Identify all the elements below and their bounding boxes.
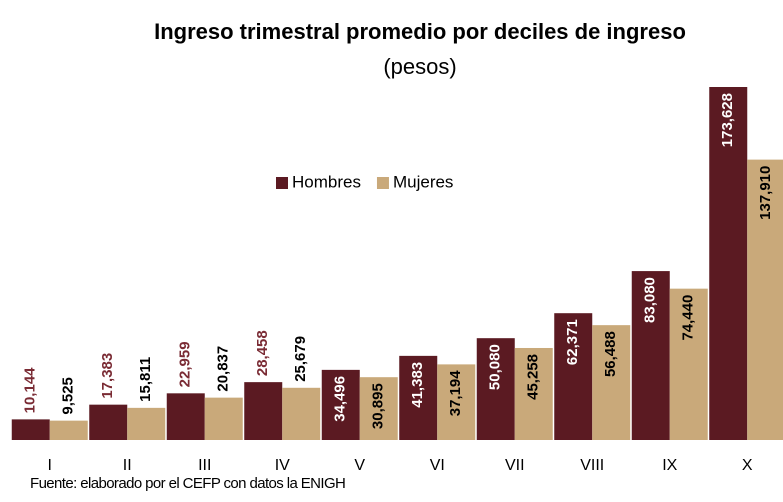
data-label: 25,679 [292, 336, 309, 382]
legend-label: Mujeres [393, 172, 453, 191]
x-tick-label: III [198, 457, 211, 474]
data-label: 83,080 [642, 277, 659, 323]
x-tick-label: VII [505, 457, 525, 474]
legend-label: Hombres [292, 172, 361, 191]
bar [554, 313, 593, 440]
data-label: 50,080 [487, 344, 504, 390]
bar [89, 404, 128, 440]
data-label: 22,959 [177, 341, 194, 387]
x-tick-label: X [742, 457, 753, 474]
x-tick-label: IX [662, 457, 677, 474]
data-label: 62,371 [564, 319, 581, 365]
legend-swatch [376, 177, 389, 189]
bar [11, 419, 50, 440]
data-label: 20,837 [215, 346, 232, 392]
x-tick-label: VIII [580, 457, 604, 474]
bar [282, 387, 321, 440]
bar [437, 364, 476, 440]
x-tick-label: II [123, 457, 132, 474]
data-label: 41,383 [409, 362, 426, 408]
bar [49, 420, 88, 440]
bar [321, 369, 360, 440]
source-note: Fuente: elaborado por el CEFP con datos … [30, 475, 345, 492]
data-label: 74,440 [680, 295, 697, 341]
data-label: 45,258 [525, 354, 542, 400]
data-label: 30,895 [370, 383, 387, 429]
data-label: 56,488 [602, 331, 619, 377]
chart-title: Ingreso trimestral promedio por deciles … [154, 19, 686, 44]
data-label: 28,458 [254, 330, 271, 376]
bar [127, 407, 166, 440]
bar [669, 288, 708, 440]
data-label: 34,496 [332, 376, 349, 422]
bar [166, 393, 205, 440]
bar [592, 325, 631, 440]
bar [359, 377, 398, 440]
bar [244, 382, 283, 440]
data-label: 137,910 [757, 166, 774, 220]
x-tick-label: V [354, 457, 365, 474]
legend-swatch [276, 177, 288, 189]
data-label: 15,811 [137, 357, 154, 402]
x-tick-label: I [48, 457, 52, 474]
data-label: 9,525 [60, 377, 77, 415]
data-label: 173,628 [719, 93, 736, 147]
x-tick-label: IV [275, 457, 290, 474]
bar [747, 159, 783, 441]
data-label: 17,383 [99, 353, 116, 399]
x-tick-label: VI [430, 457, 445, 474]
bar [514, 347, 553, 440]
chart-subtitle: (pesos) [383, 54, 456, 79]
data-label: 10,144 [22, 367, 39, 414]
bar [476, 338, 515, 440]
bar [399, 355, 438, 440]
bar [204, 397, 243, 440]
data-label: 37,194 [447, 370, 464, 417]
bar [709, 87, 748, 440]
bar [631, 271, 670, 440]
